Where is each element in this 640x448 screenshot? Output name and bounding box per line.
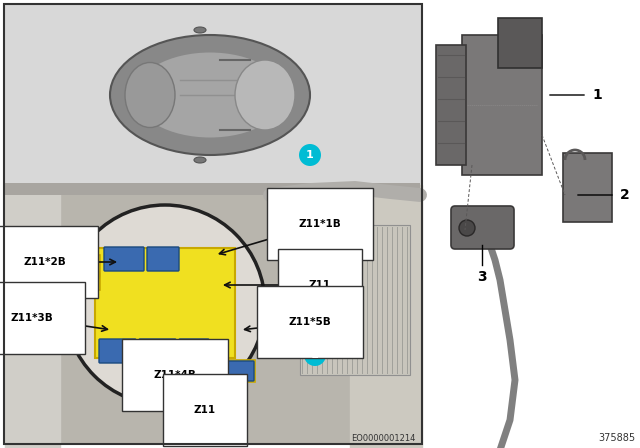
FancyBboxPatch shape [104,247,144,271]
FancyBboxPatch shape [563,153,612,222]
Text: Z11: Z11 [194,405,216,415]
Bar [4,4,422,189]
Text: 1: 1 [306,150,314,160]
Text: 3: 3 [477,270,487,284]
Bar [4,189,422,444]
Polygon shape [350,185,422,448]
Ellipse shape [235,60,295,130]
Text: Z11*3B: Z11*3B [11,313,53,323]
Bar [95,248,235,358]
Text: Z11*1B: Z11*1B [299,219,341,229]
Bar [300,225,410,375]
FancyBboxPatch shape [498,18,542,68]
Bar [4,4,422,444]
Ellipse shape [135,52,285,138]
Text: Z11*5B: Z11*5B [289,317,332,327]
Ellipse shape [110,35,310,155]
Ellipse shape [194,27,206,33]
Text: 2: 2 [620,188,630,202]
Ellipse shape [125,63,175,128]
Bar [462,35,542,175]
Circle shape [459,220,475,236]
Circle shape [299,144,321,166]
Bar [200,360,255,382]
Text: 1: 1 [311,350,319,360]
Circle shape [65,205,265,405]
Circle shape [88,271,96,279]
Text: Z11: Z11 [309,280,331,290]
Polygon shape [5,185,60,448]
FancyBboxPatch shape [179,339,209,363]
Text: 1: 1 [592,88,602,102]
FancyBboxPatch shape [201,361,254,381]
Text: Z11*2B: Z11*2B [24,257,67,267]
Text: EO0000001214: EO0000001214 [351,434,415,443]
FancyBboxPatch shape [147,247,179,271]
FancyBboxPatch shape [139,339,176,363]
Circle shape [84,267,100,283]
FancyBboxPatch shape [451,206,514,249]
Text: 375885: 375885 [598,433,635,443]
Bar [436,45,466,165]
Bar [5,183,420,195]
FancyBboxPatch shape [99,339,136,363]
Circle shape [304,344,326,366]
Text: Z11*4B: Z11*4B [154,370,196,380]
Bar [85,255,100,290]
Ellipse shape [194,157,206,163]
